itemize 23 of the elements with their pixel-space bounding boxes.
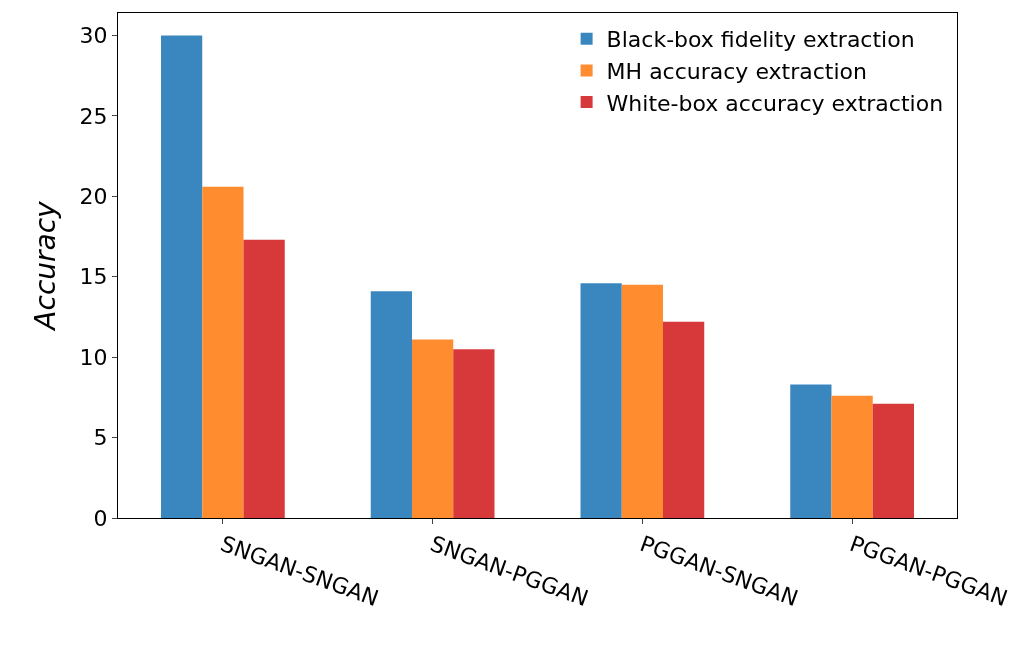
legend-label: White-box accuracy extraction [606,90,944,116]
y-tick-label: 5 [93,425,108,451]
y-tick-label: 20 [79,184,108,210]
bar [412,339,454,518]
y-tick-label: 25 [79,103,108,129]
y-tick-label: 10 [79,344,108,370]
y-tick-label: 30 [79,23,108,49]
bar [663,321,705,518]
bar [453,349,495,518]
y-tick-label: 15 [79,264,108,290]
legend-label: Black-box fidelity extraction [606,27,915,53]
bar [161,35,203,518]
bar [370,291,412,518]
bar [202,186,244,518]
bar [580,283,622,518]
y-tick-label: 0 [93,505,108,531]
bar [790,384,832,518]
y-axis-title: Accuracy [29,200,63,332]
legend-label: MH accuracy extraction [606,59,867,85]
bar [872,403,914,518]
bar [831,395,873,518]
bar [243,239,285,518]
bar [621,284,663,518]
